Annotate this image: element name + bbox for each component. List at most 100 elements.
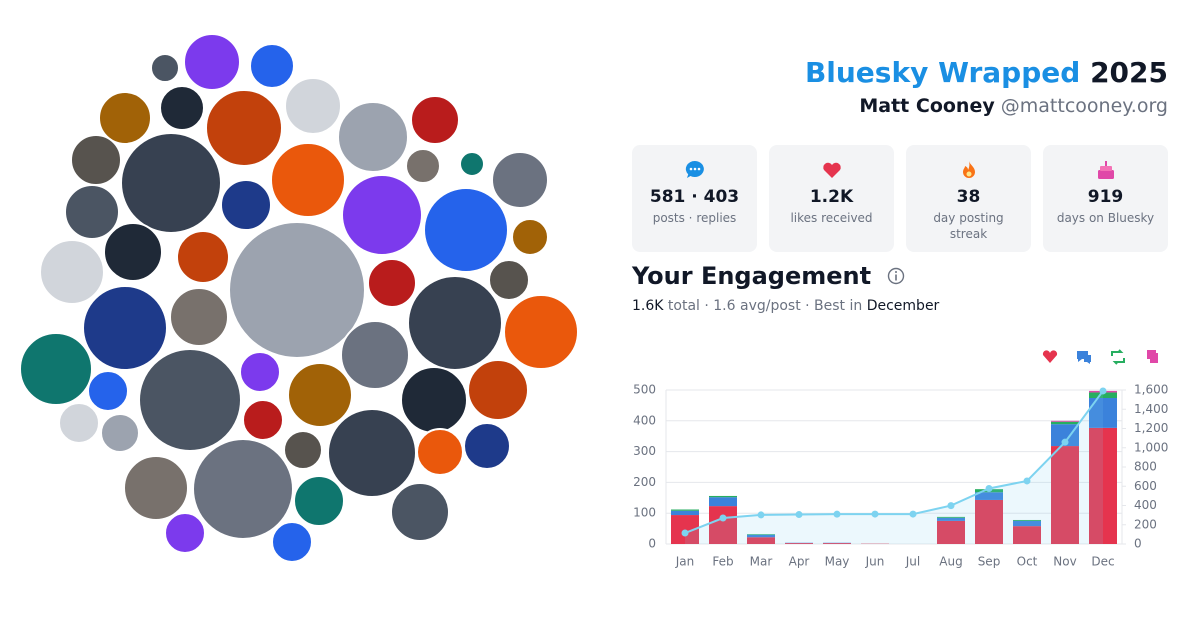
legend-icon[interactable]: [1111, 349, 1125, 365]
avatar: [228, 221, 366, 359]
section-title-text: Your Engagement: [632, 262, 872, 290]
x-tick-label: Jun: [865, 555, 885, 569]
bar-segment: [747, 537, 775, 544]
avatar: [271, 521, 313, 563]
avatar: [138, 348, 242, 452]
avatar: [459, 151, 485, 177]
bar-segment: [823, 543, 851, 544]
line-point: [947, 502, 955, 510]
stat-value: 581 · 403: [649, 187, 740, 207]
stat-value: 1.2K: [809, 187, 854, 207]
avatar: [98, 91, 152, 145]
avatar: [242, 399, 284, 441]
stat-label: days on Bluesky: [1056, 211, 1155, 225]
bar-segment: [747, 534, 775, 538]
x-tick-label: Sep: [978, 555, 1001, 569]
x-tick-label: Nov: [1053, 555, 1076, 569]
title-text: Bluesky Wrapped: [804, 56, 1081, 89]
legend-icon[interactable]: [1077, 351, 1091, 364]
avatar: [410, 95, 460, 145]
avatar: [220, 179, 272, 231]
avatar: [183, 33, 241, 91]
x-tick-label: Dec: [1091, 555, 1114, 569]
bar-segment: [1089, 390, 1117, 393]
line-point: [833, 510, 841, 518]
summary: 1.6K total · 1.6 avg/post · Best in Dece…: [632, 298, 939, 314]
bar-segment: [671, 510, 699, 516]
user-name: Matt Cooney: [859, 95, 995, 117]
bar-segment: [975, 489, 1003, 493]
y2-tick-label: 600: [1134, 479, 1157, 493]
y-tick-label: 400: [633, 413, 656, 427]
bar-segment: [671, 515, 699, 544]
legend-icon[interactable]: [1147, 350, 1158, 363]
avatar: [87, 370, 129, 412]
x-tick-label: May: [825, 555, 850, 569]
stat-card: 1.2K likes received: [769, 145, 894, 252]
avatar: [341, 174, 423, 256]
legend-glyph: [1147, 350, 1158, 363]
stat-value: 919: [1087, 187, 1124, 207]
bar-segment: [709, 495, 737, 498]
avatar: [150, 53, 180, 83]
bar-segment: [785, 543, 813, 544]
avatar: [467, 359, 529, 421]
avatar-cloud: [19, 33, 579, 563]
icon: [1097, 161, 1114, 179]
avatar: [58, 402, 100, 444]
bar-segment: [1089, 398, 1117, 428]
y2-tick-label: 0: [1134, 537, 1142, 551]
legend-glyph: [1111, 349, 1125, 365]
avatar: [270, 142, 346, 218]
x-tick-label: Jan: [675, 555, 695, 569]
y-tick-label: 100: [633, 506, 656, 520]
avatar: [283, 430, 323, 470]
y-tick-label: 200: [633, 475, 656, 489]
bar-segment: [1013, 520, 1041, 527]
bar-segment: [1089, 427, 1117, 544]
icon: [962, 161, 975, 178]
avatar: [120, 132, 222, 234]
x-tick-label: Oct: [1017, 555, 1038, 569]
bar-segment: [709, 497, 737, 507]
title-year: 2025: [1090, 56, 1168, 89]
avatar: [239, 351, 281, 393]
avatar: [82, 285, 168, 371]
line: [684, 390, 1104, 534]
y2-tick-label: 1,200: [1134, 421, 1168, 435]
avatar: [400, 366, 468, 434]
legend-icon[interactable]: [1042, 350, 1058, 363]
section-title: Your Engagement: [632, 262, 905, 290]
avatar: [70, 134, 122, 186]
summary-best: December: [866, 298, 940, 314]
icon: [685, 160, 704, 178]
user-handle: @mattcooney.org: [1000, 95, 1168, 117]
avatar: [176, 230, 230, 284]
avatar: [503, 294, 579, 370]
stat-card: 581 · 403 posts · replies: [632, 145, 757, 252]
y2-tick-label: 800: [1134, 460, 1157, 474]
y2-tick-label: 1,400: [1134, 402, 1168, 416]
stat-label: posts · replies: [652, 211, 737, 225]
avatar: [249, 43, 295, 89]
y-tick-label: 300: [633, 444, 656, 458]
icon: [822, 162, 841, 178]
bar-segment: [1051, 424, 1079, 447]
line-point: [795, 511, 803, 519]
x-tick-label: Aug: [939, 555, 962, 569]
avatar: [169, 287, 229, 347]
line-point: [719, 514, 727, 522]
y2-tick-label: 400: [1134, 498, 1157, 512]
x-tick-label: Feb: [712, 555, 733, 569]
legend-glyph: [1077, 351, 1091, 364]
avatar: [287, 362, 353, 428]
avatar: [19, 332, 93, 406]
avatar: [123, 455, 189, 521]
bar-segment: [1089, 392, 1117, 399]
line-point: [871, 510, 879, 518]
avatar: [390, 482, 450, 542]
avatar: [488, 259, 530, 301]
info-icon[interactable]: [887, 267, 905, 285]
stat-card: 919 days on Bluesky: [1043, 145, 1168, 252]
